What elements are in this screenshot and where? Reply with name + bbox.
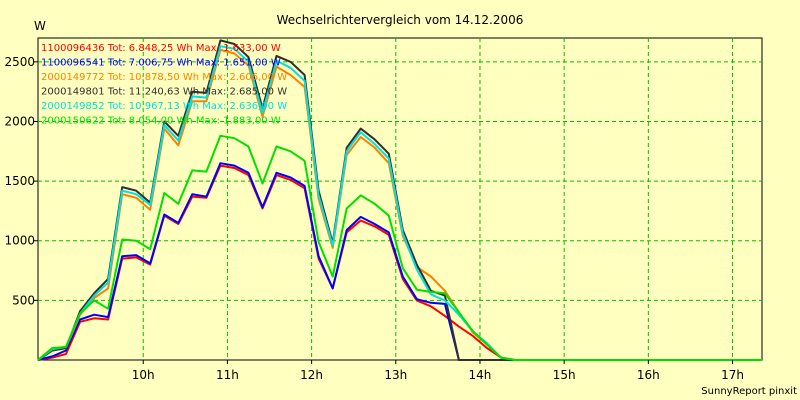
legend-entry-2000149772: 2000149772 Tot: 10.878,50 Wh Max: 2.606,… — [41, 72, 287, 83]
x-tick-label: 14h — [469, 368, 492, 382]
y-tick-label: 2000 — [4, 114, 35, 128]
series-line-2000150622 — [37, 134, 762, 361]
legend-entry-1100096436: 1100096436 Tot: 6.848,25 Wh Max: 1.633,0… — [41, 43, 281, 54]
y-tick-labels: 500 1000 1500 2000 2500 — [4, 55, 38, 307]
legend-entry-2000149801: 2000149801 Tot: 11.240,63 Wh Max: 2.685,… — [41, 87, 287, 98]
y-axis-label: W — [34, 19, 46, 33]
chart-title: Wechselrichtervergleich vom 14.12.2006 — [277, 13, 524, 27]
series-group — [37, 39, 762, 361]
y-tick-label: 500 — [12, 293, 35, 307]
legend: 1100096436 Tot: 6.848,25 Wh Max: 1.633,0… — [41, 43, 287, 127]
x-tick-label: 13h — [384, 368, 407, 382]
x-tick-labels: 10h 11h 12h 13h 14h 15h 16h 17h — [132, 360, 744, 382]
y-tick-label: 2500 — [4, 55, 35, 69]
y-tick-label: 1500 — [4, 174, 35, 188]
x-tick-label: 10h — [132, 368, 155, 382]
footer-credit: SunnyReport pinxit — [701, 386, 797, 397]
x-tick-label: 15h — [553, 368, 576, 382]
x-tick-label: 12h — [300, 368, 323, 382]
legend-entry-2000150622: 2000150622 Tot: 8.054,00 Wh Max: 1.883,0… — [41, 116, 281, 127]
plot-area — [37, 37, 763, 361]
x-tick-label: 17h — [721, 368, 744, 382]
legend-entry-2000149852: 2000149852 Tot: 10.967,13 Wh Max: 2.636,… — [41, 101, 287, 112]
x-tick-label: 16h — [637, 368, 660, 382]
y-tick-label: 1000 — [4, 234, 35, 248]
legend-entry-1100096541: 1100096541 Tot: 7.006,75 Wh Max: 1.651,0… — [41, 58, 281, 69]
x-tick-label: 11h — [216, 368, 239, 382]
